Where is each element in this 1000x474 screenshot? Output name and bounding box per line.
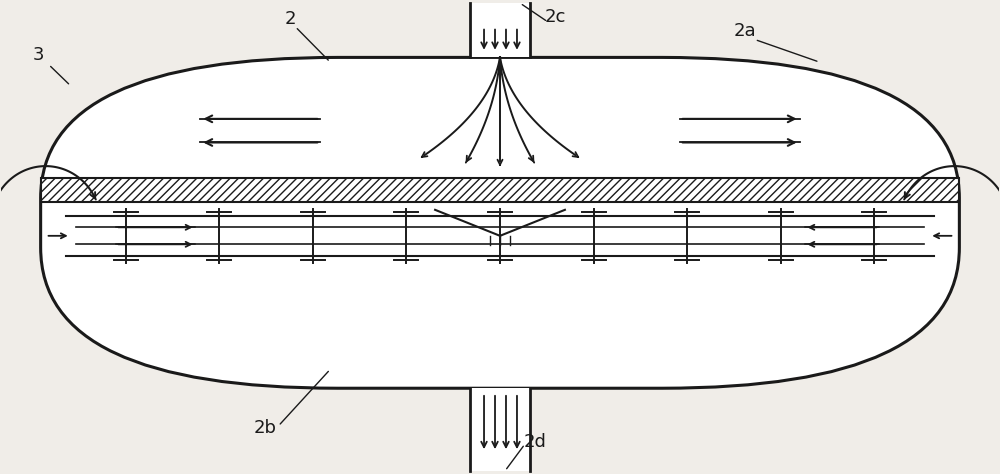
Text: 2c: 2c (544, 8, 566, 26)
Text: 2a: 2a (733, 22, 756, 40)
Bar (470, 3, 530, 57)
Text: 2d: 2d (524, 433, 546, 451)
Bar (470, 388, 530, 471)
Text: 3: 3 (33, 46, 44, 64)
Text: 2b: 2b (254, 419, 277, 437)
FancyBboxPatch shape (41, 57, 959, 388)
Bar (41, 178, 959, 201)
Text: 2: 2 (285, 10, 296, 28)
